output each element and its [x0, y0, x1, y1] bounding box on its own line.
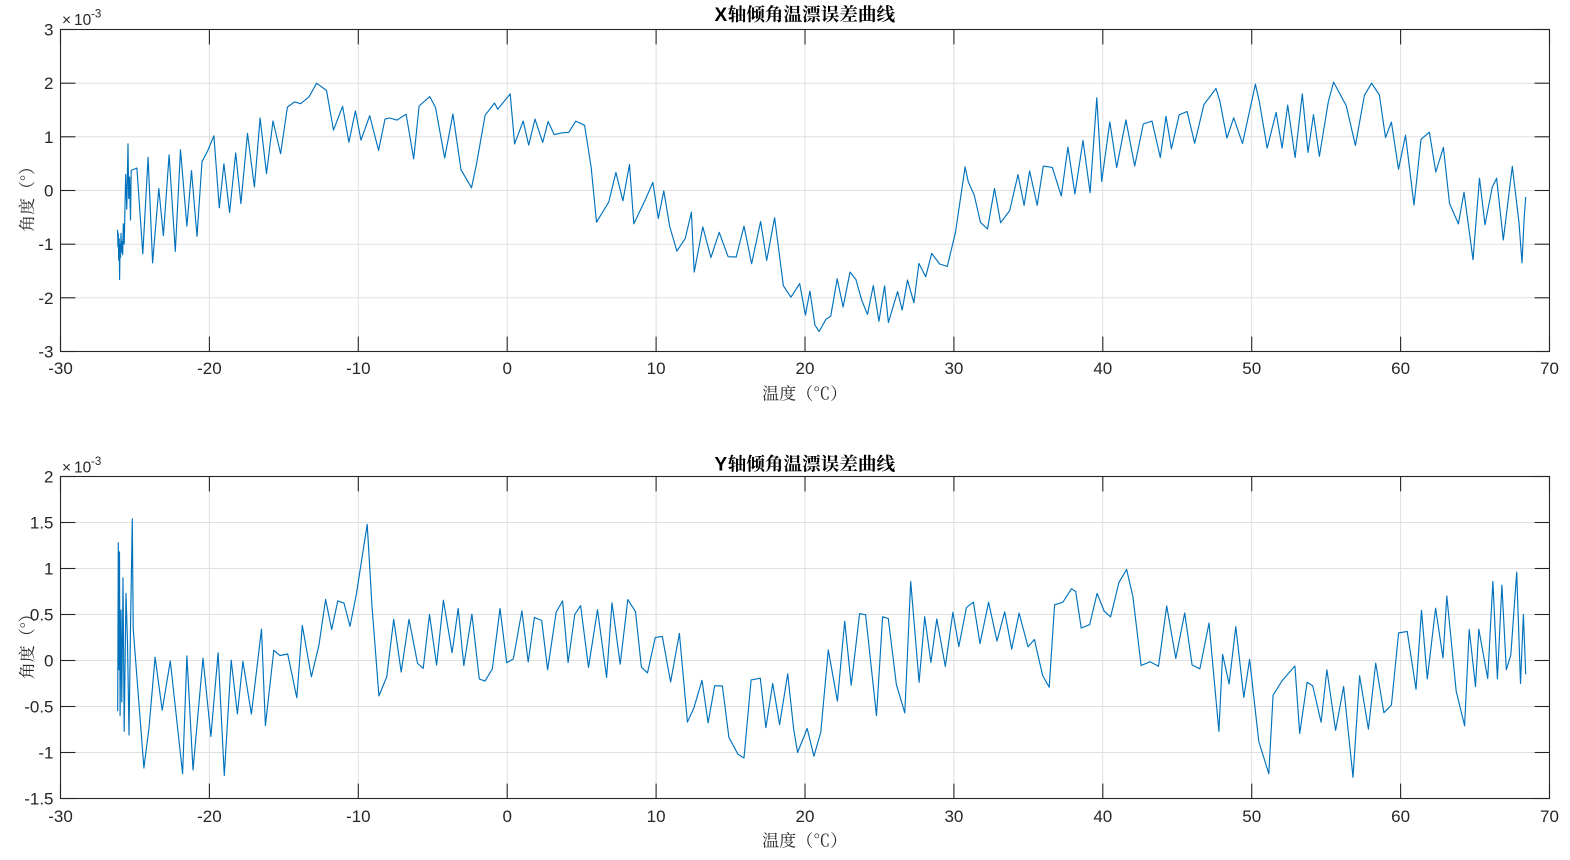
svg-text:0: 0: [44, 182, 53, 201]
svg-text:40: 40: [1093, 807, 1112, 826]
svg-text:-20: -20: [197, 359, 222, 378]
svg-text:-1.5: -1.5: [24, 790, 53, 809]
svg-text:-3: -3: [91, 9, 101, 21]
svg-text:10: 10: [647, 359, 666, 378]
svg-text:0: 0: [502, 359, 511, 378]
svg-text:-20: -20: [197, 807, 222, 826]
svg-text:-1: -1: [38, 744, 53, 763]
svg-text:-3: -3: [38, 343, 53, 362]
svg-text:50: 50: [1242, 807, 1261, 826]
svg-text:20: 20: [796, 807, 815, 826]
svg-text:0: 0: [502, 807, 511, 826]
svg-text:2: 2: [44, 74, 53, 93]
svg-text:×: ×: [62, 460, 71, 477]
svg-text:-1: -1: [38, 235, 53, 254]
svg-text:40: 40: [1093, 359, 1112, 378]
svg-text:10: 10: [647, 807, 666, 826]
svg-text:-10: -10: [346, 807, 371, 826]
svg-text:10: 10: [74, 12, 92, 29]
svg-text:-0.5: -0.5: [24, 698, 53, 717]
svg-text:3: 3: [44, 21, 53, 40]
svg-text:60: 60: [1391, 359, 1410, 378]
svg-text:1: 1: [44, 560, 53, 579]
svg-text:-2: -2: [38, 289, 53, 308]
svg-text:-30: -30: [48, 807, 73, 826]
svg-text:1: 1: [44, 128, 53, 147]
svg-text:50: 50: [1242, 359, 1261, 378]
svg-text:Y: Y: [715, 454, 728, 475]
svg-text:30: 30: [944, 807, 963, 826]
svg-text:-3: -3: [91, 456, 101, 468]
svg-text:0.5: 0.5: [30, 606, 54, 625]
svg-text:-30: -30: [48, 359, 73, 378]
svg-text:×: ×: [62, 12, 71, 29]
svg-text:1.5: 1.5: [30, 514, 54, 533]
svg-text:20: 20: [796, 359, 815, 378]
svg-text:-10: -10: [346, 359, 371, 378]
svg-text:70: 70: [1540, 807, 1559, 826]
svg-text:X: X: [715, 5, 728, 26]
svg-text:10: 10: [74, 460, 92, 477]
svg-text:70: 70: [1540, 359, 1559, 378]
svg-text:0: 0: [44, 652, 53, 671]
svg-text:30: 30: [944, 359, 963, 378]
svg-text:2: 2: [44, 468, 53, 487]
svg-text:60: 60: [1391, 807, 1410, 826]
